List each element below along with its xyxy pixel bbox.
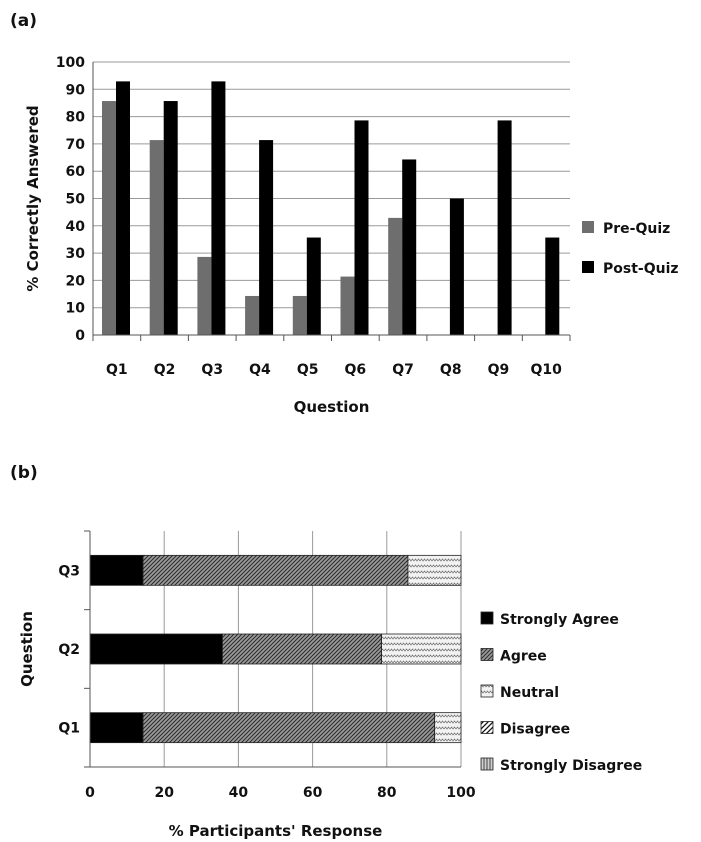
chart-b-x-axis-label: % Participants' Response [169, 822, 383, 840]
chart-a-bar-pre-quiz-q3 [197, 257, 211, 335]
chart-b-y-tick-label: Q1 [58, 721, 80, 737]
chart-b-bar-neutral-q1 [435, 713, 461, 743]
chart-a-bar-post-quiz-q6 [355, 120, 369, 335]
chart-b-bar-agree-q1 [143, 713, 435, 743]
chart-b-legend-swatch-neutral [481, 685, 493, 697]
chart-a-legend-label-post-quiz: Post-Quiz [603, 261, 679, 277]
panel-a-label: (a) [10, 11, 37, 31]
chart-a-y-tick-label: 10 [66, 301, 86, 317]
chart-a-bar-post-quiz-q3 [211, 81, 225, 335]
chart-a-x-axis-label: Question [294, 398, 370, 416]
chart-a-y-tick-label: 20 [66, 273, 86, 289]
chart-b-x-tick-label: 60 [303, 785, 323, 801]
chart-b-bar-strongly-agree-q3 [90, 555, 143, 585]
chart-a-bar-pre-quiz-q7 [388, 218, 402, 335]
chart-a-y-tick-label: 100 [56, 55, 85, 71]
chart-b-x-tick-label: 20 [154, 785, 174, 801]
chart-b-legend-swatch-agree [481, 649, 493, 661]
chart-a-x-tick-label: Q2 [154, 362, 176, 378]
chart-b-legend-label-neutral: Neutral [500, 685, 559, 701]
chart-a-bar-pre-quiz-q4 [245, 296, 259, 335]
chart-b-bar-neutral-q3 [408, 555, 461, 585]
chart-a-y-tick-label: 90 [66, 82, 86, 98]
chart-a-y-tick-label: 0 [75, 328, 85, 344]
chart-a: 0 10 20 30 40 50 60 70 80 90 100 Q1 Q2 Q3 Q4 Q5 Q6 Q7 Q8 Q… [24, 55, 679, 416]
chart-a-bar-pre-quiz-q1 [102, 101, 116, 335]
chart-b-bar-strongly-agree-q2 [90, 634, 222, 664]
chart-b-bar-agree-q3 [143, 555, 408, 585]
chart-a-y-tick-label: 50 [66, 192, 86, 208]
chart-b-x-tick-label: 80 [377, 785, 397, 801]
chart-b-y-axis-label: Question [18, 611, 36, 687]
chart-a-bar-post-quiz-q9 [498, 120, 512, 335]
chart-a-bar-pre-quiz-q2 [150, 140, 164, 335]
chart-a-legend-swatch-pre-quiz [582, 221, 594, 233]
chart-a-y-tick-label: 70 [66, 137, 86, 153]
chart-a-y-axis-label: % Correctly Answered [24, 105, 42, 291]
chart-a-x-tick-label: Q5 [297, 362, 319, 378]
chart-b: Q1 Q2 Q3 0 20 40 60 80 100 Question % Participa… [18, 531, 642, 840]
chart-a-y-tick-label: 30 [66, 246, 86, 262]
chart-b-legend-swatch-strongly-disagree [481, 758, 493, 770]
chart-a-y-tick-label: 60 [66, 164, 86, 180]
chart-a-x-tick-label: Q10 [530, 362, 562, 378]
chart-a-x-tick-label: Q1 [106, 362, 128, 378]
chart-a-bar-post-quiz-q5 [307, 238, 321, 335]
chart-a-bar-pre-quiz-q5 [293, 296, 307, 335]
chart-a-bar-post-quiz-q10 [545, 238, 559, 335]
chart-b-y-tick-label: Q3 [58, 563, 80, 579]
chart-b-legend-label-disagree: Disagree [500, 722, 570, 738]
chart-b-legend-label-strongly-agree: Strongly Agree [500, 612, 619, 628]
chart-a-bar-pre-quiz-q6 [341, 277, 355, 335]
chart-a-bar-post-quiz-q7 [402, 159, 416, 335]
chart-a-x-tick-label: Q7 [392, 362, 414, 378]
chart-b-x-tick-label: 100 [446, 785, 475, 801]
chart-a-x-tick-label: Q4 [249, 362, 271, 378]
chart-b-legend-swatch-strongly-agree [481, 612, 493, 624]
chart-a-bar-post-quiz-q8 [450, 199, 464, 336]
chart-a-x-tick-label: Q3 [201, 362, 223, 378]
chart-b-x-tick-label: 0 [85, 785, 95, 801]
chart-b-legend-label-agree: Agree [500, 649, 547, 665]
chart-a-legend-swatch-post-quiz [582, 261, 594, 273]
chart-a-x-tick-label: Q8 [440, 362, 462, 378]
chart-a-y-tick-label: 80 [66, 110, 86, 126]
chart-a-bar-post-quiz-q2 [164, 101, 178, 335]
chart-a-x-tick-label: Q6 [345, 362, 367, 378]
chart-a-legend-label-pre-quiz: Pre-Quiz [603, 221, 670, 237]
chart-b-bar-agree-q2 [222, 634, 381, 664]
chart-b-bar-neutral-q2 [382, 634, 461, 664]
chart-a-bar-post-quiz-q1 [116, 81, 130, 335]
chart-b-x-tick-label: 40 [229, 785, 249, 801]
chart-b-legend-swatch-disagree [481, 722, 493, 734]
chart-b-y-tick-label: Q2 [58, 642, 80, 658]
chart-b-legend-label-strongly-disagree: Strongly Disagree [500, 758, 642, 774]
panel-b-label: (b) [10, 463, 38, 483]
chart-a-x-tick-label: Q9 [488, 362, 510, 378]
chart-a-y-tick-label: 40 [66, 219, 86, 235]
chart-b-bar-strongly-agree-q1 [90, 713, 143, 743]
chart-a-bar-post-quiz-q4 [259, 140, 273, 335]
